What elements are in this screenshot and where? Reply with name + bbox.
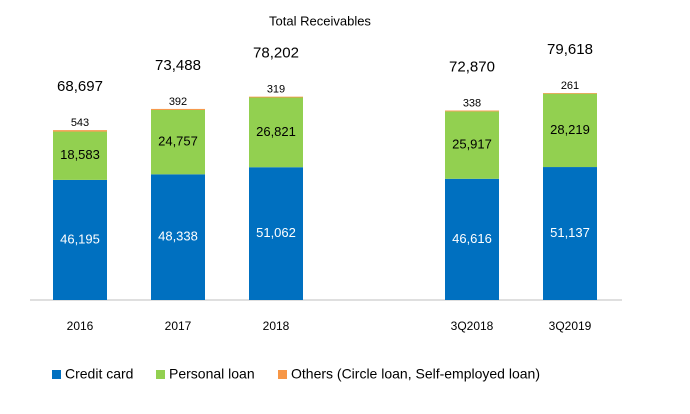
total-label: 78,202 — [253, 45, 299, 62]
value-label: 28,219 — [550, 122, 590, 137]
legend-label: Personal loan — [169, 366, 255, 382]
bar-segment — [151, 108, 205, 110]
bar-segment — [151, 109, 205, 175]
legend-swatch — [52, 370, 61, 379]
value-label: 26,821 — [256, 124, 296, 139]
total-label: 72,870 — [449, 59, 495, 76]
bar-segment — [543, 167, 597, 300]
value-label: 46,616 — [452, 231, 492, 246]
value-label: 25,917 — [452, 137, 492, 152]
total-label: 73,488 — [155, 57, 201, 74]
legend-label: Others (Circle loan, Self-employed loan) — [291, 366, 540, 382]
value-label: 338 — [463, 97, 481, 109]
bar-segment — [445, 111, 499, 179]
chart-title: Total Receivables — [269, 13, 371, 28]
legend-swatch — [278, 370, 287, 379]
total-label: 79,618 — [547, 41, 593, 58]
value-label: 319 — [267, 84, 285, 96]
x-tick-label: 2016 — [67, 319, 94, 333]
bar-segment — [249, 96, 303, 98]
value-label: 543 — [71, 117, 89, 129]
bar-segment — [445, 110, 499, 112]
x-tick-label: 3Q2019 — [549, 319, 592, 333]
value-label: 261 — [561, 80, 579, 92]
x-tick-label: 2018 — [263, 319, 290, 333]
value-label: 51,062 — [256, 225, 296, 240]
bar-segment — [249, 97, 303, 168]
bar-segment — [151, 174, 205, 300]
legend-swatch — [156, 370, 165, 379]
value-label: 18,583 — [60, 147, 100, 162]
x-tick-label: 3Q2018 — [451, 319, 494, 333]
total-label: 68,697 — [57, 78, 103, 95]
value-label: 24,757 — [158, 134, 198, 149]
value-label: 48,338 — [158, 229, 198, 244]
bar-segment — [53, 131, 107, 180]
value-label: 51,137 — [550, 225, 590, 240]
bar-segment — [53, 130, 107, 132]
value-label: 46,195 — [60, 231, 100, 246]
bar-segment — [543, 92, 597, 94]
legend-label: Credit card — [65, 366, 133, 382]
value-label: 392 — [169, 96, 187, 108]
bar-segment — [543, 93, 597, 168]
x-tick-label: 2017 — [165, 319, 192, 333]
bar-segment — [249, 167, 303, 300]
bar-segment — [445, 178, 499, 300]
bar-segment — [53, 179, 107, 300]
